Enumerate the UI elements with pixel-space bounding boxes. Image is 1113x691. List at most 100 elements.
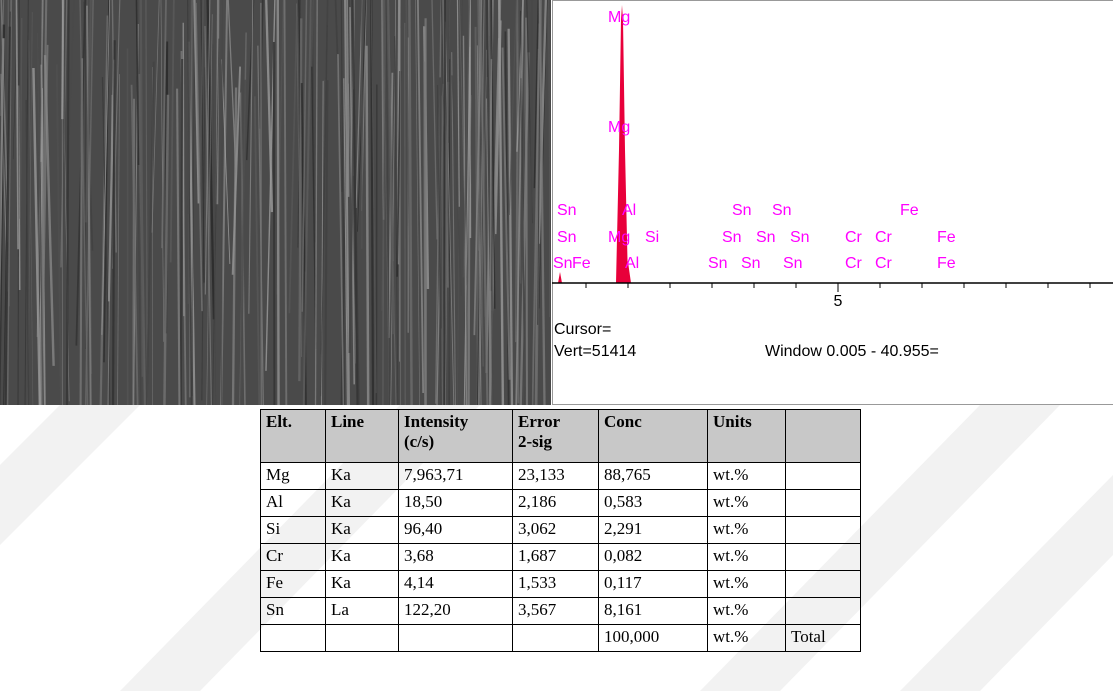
peak-label: Sn bbox=[553, 255, 573, 272]
table-cell bbox=[786, 598, 861, 625]
table-cell: Ka bbox=[326, 571, 399, 598]
window-text: Window 0.005 - 40.955= bbox=[765, 343, 939, 360]
table-cell: Ka bbox=[326, 544, 399, 571]
sem-streak bbox=[183, 23, 184, 316]
table-cell: 3,062 bbox=[513, 517, 599, 544]
peak-label: Sn bbox=[783, 255, 803, 272]
table-cell: Total bbox=[786, 625, 861, 652]
table-row: 100,000wt.%Total bbox=[261, 625, 861, 652]
table-cell bbox=[786, 517, 861, 544]
table-cell: 8,161 bbox=[599, 598, 708, 625]
peak-label: Cr bbox=[845, 229, 863, 246]
table-cell: 0,082 bbox=[599, 544, 708, 571]
peak-label: Sn bbox=[756, 229, 776, 246]
table-cell: 18,50 bbox=[399, 490, 513, 517]
peak-label: Cr bbox=[845, 255, 863, 272]
header-cell: Units bbox=[708, 410, 786, 463]
peak-label: Cr bbox=[875, 229, 893, 246]
sem-streak bbox=[222, 0, 223, 405]
sem-streak bbox=[531, 0, 532, 405]
table-cell: 3,68 bbox=[399, 544, 513, 571]
table-cell: Fe bbox=[261, 571, 326, 598]
table-row: FeKa4,141,5330,117wt.% bbox=[261, 571, 861, 598]
table-cell: Ka bbox=[326, 490, 399, 517]
sem-streak bbox=[376, 84, 377, 405]
table-row: MgKa7,963,7123,13388,765wt.% bbox=[261, 463, 861, 490]
peak-label: Fe bbox=[900, 202, 919, 219]
table-cell: Si bbox=[261, 517, 326, 544]
header-text: Error bbox=[518, 412, 560, 431]
page: MgMgSnAlSnSnFeSnMgSiSnSnSnCrCrFeSnFeAlSn… bbox=[0, 0, 1113, 691]
header-row: Elt.LineIntensity(c/s)Error2-sigConcUnit… bbox=[261, 410, 861, 463]
table-cell: wt.% bbox=[708, 490, 786, 517]
peak-label: Mg bbox=[608, 229, 630, 246]
table-cell: wt.% bbox=[708, 544, 786, 571]
spectrum-panel: MgMgSnAlSnSnFeSnMgSiSnSnSnCrCrFeSnFeAlSn… bbox=[552, 0, 1113, 405]
peak-label: Sn bbox=[772, 202, 792, 219]
table-cell: Cr bbox=[261, 544, 326, 571]
table-cell: 0,117 bbox=[599, 571, 708, 598]
header-text: Units bbox=[713, 412, 752, 431]
sem-streak bbox=[526, 18, 527, 405]
peak-label: Sn bbox=[741, 255, 761, 272]
header-cell bbox=[786, 410, 861, 463]
sem-streak bbox=[261, 3, 262, 405]
table-cell bbox=[513, 625, 599, 652]
table-cell: 2,291 bbox=[599, 517, 708, 544]
table-cell bbox=[786, 571, 861, 598]
table-cell: wt.% bbox=[708, 625, 786, 652]
sem-streak bbox=[274, 42, 275, 405]
peak-label: Sn bbox=[722, 229, 742, 246]
table-cell: 0,583 bbox=[599, 490, 708, 517]
table-cell bbox=[261, 625, 326, 652]
peak-label: Sn bbox=[732, 202, 752, 219]
table-cell bbox=[786, 544, 861, 571]
peak-label: Sn bbox=[557, 202, 577, 219]
results-table: Elt.LineIntensity(c/s)Error2-sigConcUnit… bbox=[260, 409, 861, 652]
sem-streak bbox=[278, 0, 279, 405]
peak-label: Al bbox=[622, 202, 636, 219]
table-cell: Ka bbox=[326, 517, 399, 544]
table-cell: Al bbox=[261, 490, 326, 517]
table-cell: 122,20 bbox=[399, 598, 513, 625]
table-cell: 96,40 bbox=[399, 517, 513, 544]
vert-text: Vert=51414 bbox=[554, 343, 636, 360]
table-cell: 7,963,71 bbox=[399, 463, 513, 490]
sem-image bbox=[0, 0, 551, 405]
axis-label: 5 bbox=[834, 293, 843, 310]
peak-label: Sn bbox=[708, 255, 728, 272]
header-text: Conc bbox=[604, 412, 642, 431]
peak-label: Cr bbox=[875, 255, 893, 272]
peak-label: Mg bbox=[608, 119, 630, 136]
peak-label: Al bbox=[625, 255, 639, 272]
table-cell bbox=[786, 463, 861, 490]
header-text: Elt. bbox=[266, 412, 292, 431]
peak-label: Fe bbox=[937, 255, 956, 272]
table-cell: 4,14 bbox=[399, 571, 513, 598]
table-cell: wt.% bbox=[708, 517, 786, 544]
table-cell: wt.% bbox=[708, 463, 786, 490]
table-cell: 1,687 bbox=[513, 544, 599, 571]
table-cell bbox=[326, 625, 399, 652]
table-cell: La bbox=[326, 598, 399, 625]
table-cell: 23,133 bbox=[513, 463, 599, 490]
table-cell: Sn bbox=[261, 598, 326, 625]
peak-label: Sn bbox=[790, 229, 810, 246]
peak-label: Sn bbox=[557, 229, 577, 246]
table-cell: Mg bbox=[261, 463, 326, 490]
table-cell: 1,533 bbox=[513, 571, 599, 598]
table-cell: 3,567 bbox=[513, 598, 599, 625]
peak-label: Mg bbox=[608, 9, 630, 26]
table-cell: 100,000 bbox=[599, 625, 708, 652]
watermark-stripe bbox=[0, 405, 140, 545]
header-text: (c/s) bbox=[404, 432, 434, 451]
peak-label: Fe bbox=[572, 255, 591, 272]
peak-label: Si bbox=[645, 229, 659, 246]
table-cell: Ka bbox=[326, 463, 399, 490]
header-cell: Line bbox=[326, 410, 399, 463]
header-cell: Conc bbox=[599, 410, 708, 463]
